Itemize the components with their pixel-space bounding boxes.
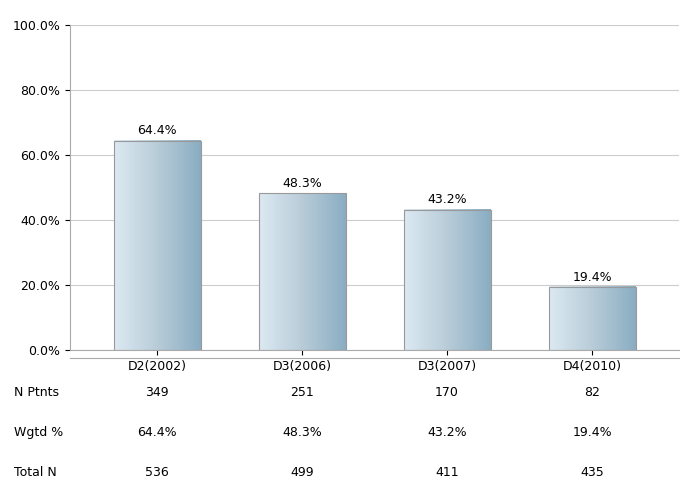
Text: 499: 499 [290, 466, 314, 479]
Text: 64.4%: 64.4% [137, 426, 177, 439]
Bar [258, 193, 346, 350]
Bar [549, 287, 636, 350]
Text: Wgtd %: Wgtd % [14, 426, 63, 439]
Text: 43.2%: 43.2% [427, 194, 467, 206]
Text: 411: 411 [435, 466, 458, 479]
Text: 536: 536 [145, 466, 169, 479]
Text: 19.4%: 19.4% [572, 426, 612, 439]
Text: N Ptnts: N Ptnts [14, 386, 59, 399]
Bar [403, 210, 491, 350]
Text: 251: 251 [290, 386, 314, 399]
Text: 349: 349 [145, 386, 169, 399]
Text: 43.2%: 43.2% [427, 426, 467, 439]
Bar [113, 140, 200, 350]
Text: 435: 435 [580, 466, 604, 479]
Text: 64.4%: 64.4% [137, 124, 177, 138]
Text: 48.3%: 48.3% [282, 426, 322, 439]
Text: 48.3%: 48.3% [282, 177, 322, 190]
Text: 82: 82 [584, 386, 600, 399]
Text: 19.4%: 19.4% [572, 270, 612, 283]
Text: 170: 170 [435, 386, 459, 399]
Text: Total N: Total N [14, 466, 57, 479]
